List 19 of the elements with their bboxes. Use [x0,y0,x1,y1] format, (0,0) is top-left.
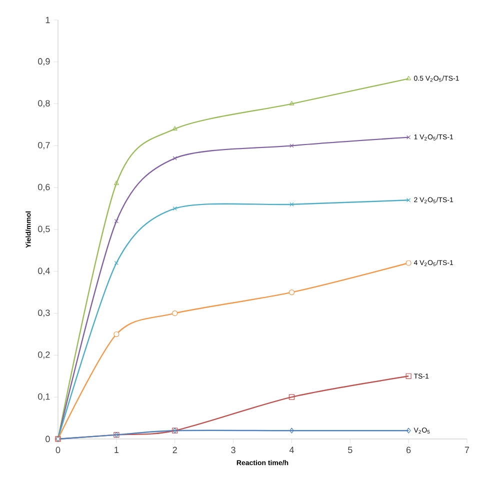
x-tick-label: 6 [406,446,411,454]
y-tick-label: 0,8 [38,100,50,108]
y-tick-label: 0,7 [38,142,50,150]
y-tick-label: 1 [46,16,50,24]
x-tick-label: 4 [289,446,294,453]
x-tick-label: 2 [172,446,177,454]
y-tick-label: 0,9 [38,58,50,66]
x-tick-label: 5 [348,446,352,454]
x-tick-label: 1 [114,446,118,453]
y-tick-label: 0,3 [38,310,50,317]
x-tick-label: 0 [56,446,60,454]
y-tick-label: 0 [46,436,50,442]
x-tick-label: 3 [231,446,236,454]
y-tick-label: 0,2 [38,351,50,359]
y-tick-label: 0,1 [38,393,50,401]
y-tick-label: 0,5 [38,226,50,234]
x-tick-label: 7 [464,446,470,453]
y-tick-label: 0,6 [38,184,50,192]
y-tick-label: 0,4 [38,268,50,276]
